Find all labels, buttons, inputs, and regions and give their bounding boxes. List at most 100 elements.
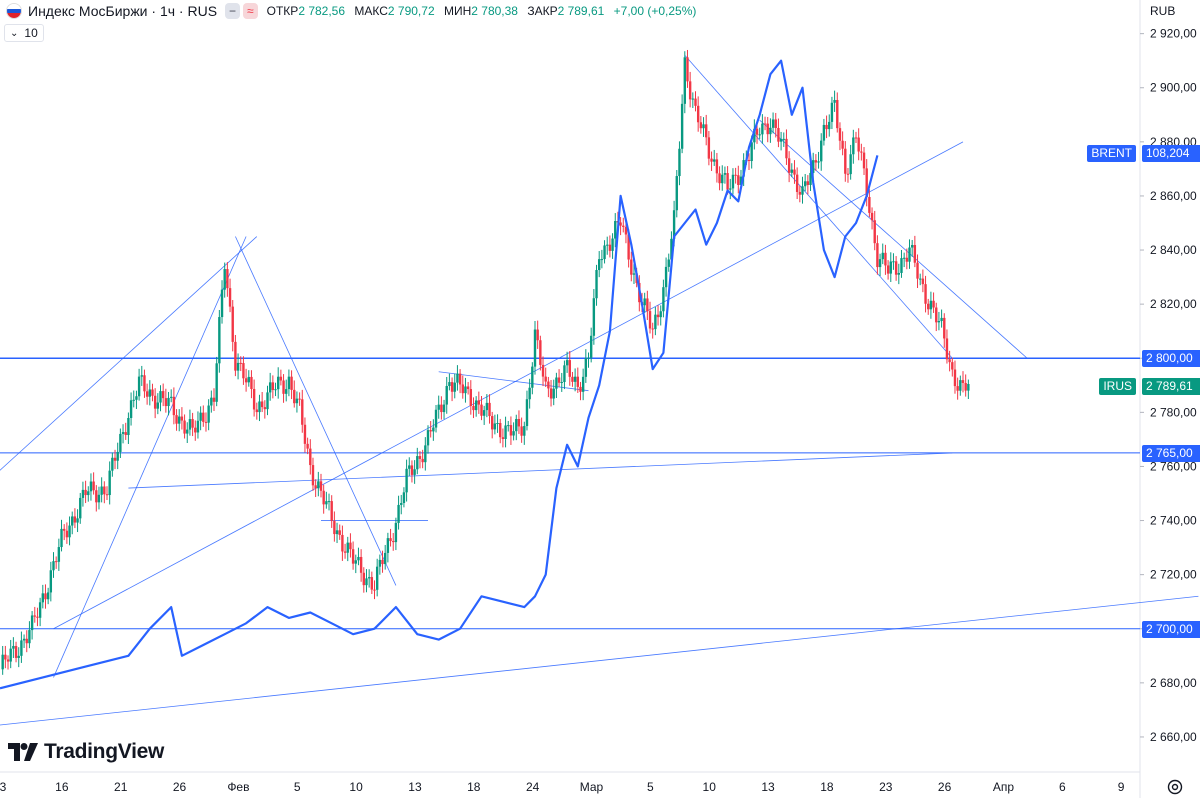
candle-body bbox=[927, 303, 930, 310]
candle-body bbox=[389, 538, 392, 542]
candle-body bbox=[646, 298, 649, 312]
tradingview-logo: TradingView bbox=[8, 740, 164, 764]
candle-body bbox=[881, 252, 884, 260]
candle-body bbox=[335, 530, 339, 535]
candle-body bbox=[263, 407, 267, 410]
candle-body bbox=[552, 388, 555, 399]
candle-body bbox=[170, 396, 173, 398]
trendline bbox=[128, 452, 953, 489]
candle-body bbox=[290, 376, 293, 390]
candle-body bbox=[472, 405, 475, 411]
price-tag-label: BRENT bbox=[1087, 144, 1136, 162]
x-tick-label: 5 bbox=[647, 780, 654, 794]
volume-toggle[interactable]: ⌄ 10 bbox=[4, 24, 44, 42]
candle-body bbox=[137, 376, 141, 397]
candle-body bbox=[541, 364, 545, 377]
x-tick-label: 13 bbox=[408, 780, 422, 794]
candle-body bbox=[9, 648, 12, 662]
candle-body bbox=[828, 121, 831, 130]
candle-body bbox=[544, 376, 547, 382]
candle-body bbox=[76, 518, 79, 523]
candle-body bbox=[557, 377, 561, 383]
currency-label[interactable]: RUB bbox=[1150, 4, 1176, 18]
candle-body bbox=[935, 307, 938, 323]
candle-body bbox=[482, 410, 486, 416]
candle-body bbox=[705, 124, 708, 138]
candle-body bbox=[953, 369, 957, 387]
candle-body bbox=[608, 244, 612, 251]
candle-body bbox=[20, 640, 23, 656]
candle-body bbox=[161, 391, 165, 399]
candle-body bbox=[651, 328, 654, 330]
candle-body bbox=[437, 404, 440, 410]
candle-body bbox=[750, 142, 753, 162]
candle-body bbox=[501, 437, 505, 440]
candle-body bbox=[301, 399, 304, 425]
candle-body bbox=[434, 409, 438, 428]
candle-body bbox=[758, 134, 761, 136]
candle-body bbox=[22, 638, 26, 641]
candle-body bbox=[870, 212, 874, 221]
candle-body bbox=[271, 382, 275, 391]
russia-flag-icon bbox=[6, 3, 22, 19]
candle-body bbox=[424, 445, 427, 463]
candle-body bbox=[571, 376, 574, 382]
candle-body bbox=[852, 137, 855, 155]
candle-body bbox=[886, 265, 890, 274]
candle-body bbox=[897, 272, 900, 275]
open-value: 2 782,56 bbox=[298, 4, 346, 18]
candle-body bbox=[188, 419, 192, 430]
candle-body bbox=[710, 158, 713, 162]
candle-body bbox=[432, 427, 435, 432]
candle-body bbox=[341, 534, 344, 552]
settings-icon[interactable] bbox=[1166, 778, 1184, 796]
candle-body bbox=[378, 559, 382, 567]
candle-body bbox=[600, 259, 604, 261]
candle-body bbox=[223, 269, 226, 290]
candle-body bbox=[779, 138, 783, 142]
candle-body bbox=[207, 405, 210, 423]
candle-body bbox=[111, 457, 114, 471]
candle-body bbox=[959, 380, 962, 391]
candle-body bbox=[327, 501, 331, 503]
tradingview-logo-icon bbox=[8, 743, 38, 761]
candle-body bbox=[218, 317, 221, 364]
candle-body bbox=[36, 616, 39, 618]
candle-body bbox=[868, 197, 871, 213]
y-tick-label: 2 680,00 bbox=[1150, 676, 1197, 690]
candle-body bbox=[667, 259, 670, 267]
candle-body bbox=[178, 416, 181, 424]
candle-body bbox=[841, 140, 844, 149]
candle-body bbox=[469, 389, 472, 406]
candle-body bbox=[258, 401, 261, 413]
x-tick-label: 10 bbox=[703, 780, 717, 794]
symbol-title[interactable]: Индекс МосБиржи · 1ч · RUS bbox=[28, 3, 218, 19]
compare-button[interactable]: ≈ bbox=[243, 3, 258, 19]
candle-body bbox=[707, 137, 711, 159]
candle-body bbox=[531, 366, 534, 388]
candle-body bbox=[686, 57, 689, 82]
candle-body bbox=[905, 257, 909, 262]
candle-body bbox=[678, 148, 681, 177]
candle-body bbox=[274, 389, 277, 391]
candle-body bbox=[456, 373, 459, 383]
x-tick-label: 26 bbox=[938, 780, 952, 794]
candle-body bbox=[151, 389, 154, 396]
candle-body bbox=[84, 489, 87, 496]
candle-body bbox=[801, 186, 804, 195]
candle-body bbox=[734, 174, 737, 176]
candle-body bbox=[913, 245, 917, 263]
candle-body bbox=[603, 245, 606, 260]
candle-body bbox=[761, 123, 764, 135]
x-tick-label: 16 bbox=[55, 780, 69, 794]
candle-body bbox=[576, 376, 579, 387]
x-tick-label: 9 bbox=[1118, 780, 1125, 794]
candle-body bbox=[924, 284, 927, 304]
candle-body bbox=[418, 456, 422, 459]
candle-body bbox=[458, 373, 462, 385]
candle-body bbox=[787, 158, 791, 173]
candle-body bbox=[806, 181, 810, 185]
price-tag-value: 2 800,00 bbox=[1142, 350, 1200, 368]
hide-button[interactable]: − bbox=[225, 3, 241, 19]
